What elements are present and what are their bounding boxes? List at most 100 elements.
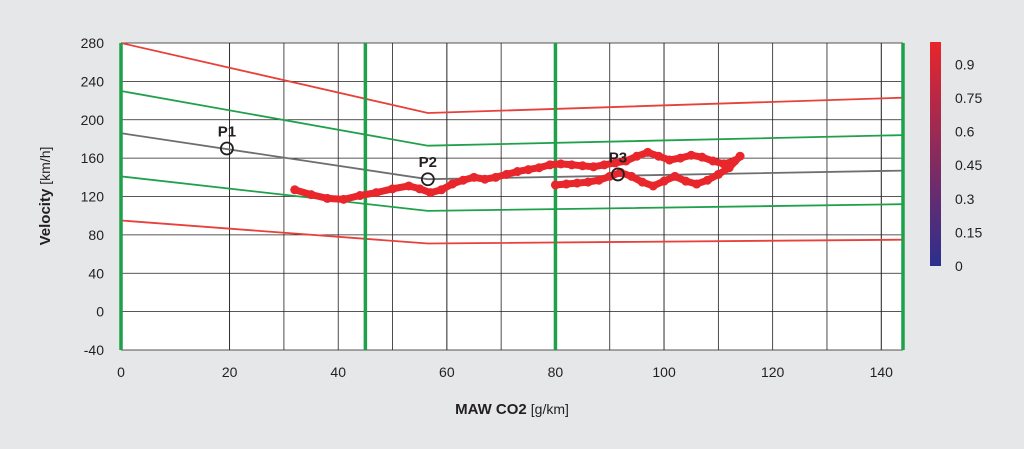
x-tick-label-140: 140 [870,364,894,380]
trace-point-11 [447,179,457,189]
y-tick-label-200: 200 [81,112,105,128]
trace-point-53 [572,178,582,188]
trace-point-26 [610,158,620,168]
trace-point-48 [626,171,636,181]
trace-point-2 [322,193,332,203]
trace-point-1 [306,190,316,200]
x-tick-label-0: 0 [117,364,125,380]
trace-point-30 [654,151,664,161]
trace-point-14 [480,174,490,184]
trace-point-47 [637,177,647,187]
x-tick-labels: 0 20 40 60 80 100 120 140 [117,364,893,380]
y-tick-label-0: 0 [96,304,104,320]
colorbar-tick-label-4: 0.6 [955,124,975,140]
trace-point-39 [724,163,734,173]
trace-point-19 [534,163,544,173]
trace-point-3 [339,194,349,204]
trace-point-40 [713,169,723,179]
colorbar-tick-label-2: 0.3 [955,191,975,207]
x-tick-label-120: 120 [761,364,785,380]
trace-point-25 [599,160,609,170]
trace-point-17 [512,167,522,177]
trace-point-52 [583,177,593,187]
velocity-bands [120,42,904,245]
colorbar-tick-label-3: 0.45 [955,157,982,173]
trace-point-51 [594,175,604,185]
colorbar-tick-label-5: 0.75 [955,90,982,106]
trace-point-27 [621,156,631,166]
point-label-p3: P3 [609,149,627,166]
trace-point-4 [355,191,365,201]
y-tick-label-280: 280 [81,35,105,51]
x-tick-label-100: 100 [652,364,676,380]
trace-point-33 [686,150,696,160]
measurement-trace [290,147,745,204]
point-marker-p2 [420,172,435,187]
trace-point-8 [415,184,425,194]
x-tick-label-20: 20 [222,364,238,380]
trace-point-16 [502,169,512,179]
colorbar [930,42,941,266]
series-line-outer-lower [120,219,904,245]
trace-point-35 [708,156,718,166]
trace-point-45 [659,176,669,186]
trace-point-44 [670,171,680,181]
trace-point-22 [567,160,577,170]
y-tick-label-160: 160 [81,150,105,166]
x-tick-label-60: 60 [439,364,455,380]
trace-point-46 [648,181,658,191]
y-tick-label-40: 40 [88,265,104,281]
trace-point-31 [664,155,674,165]
trace-point-5 [371,188,381,198]
y-tick-label--40: -40 [84,342,104,358]
point-label-p2: P2 [419,154,437,171]
trace-point-28 [632,151,642,161]
series-line-inner-upper [120,90,904,147]
trace-point-0 [290,185,300,195]
point-marker-p3 [610,167,625,182]
trace-point-24 [588,162,598,172]
trace-point-21 [556,159,566,169]
trace-point-7 [404,181,414,191]
y-tick-label-80: 80 [88,227,104,243]
y-axis-unit: [km/h] [37,147,53,185]
colorbar-tick-labels: 0 0.15 0.3 0.45 0.6 0.75 0.9 [955,56,982,274]
trace-point-20 [545,160,555,170]
trace-point-32 [675,153,685,163]
y-axis-label: Velocity [37,188,54,245]
point-marker-p1 [219,141,234,156]
trace-point-29 [643,147,653,157]
series-line-inner-lower [120,175,904,212]
colorbar-tick-label-6: 0.9 [955,56,975,72]
x-axis-title: MAW CO2 [g/km] [455,401,569,418]
x-axis-unit: [g/km] [531,401,569,417]
trace-point-41 [703,175,712,185]
colorbar-tick-label-0: 0 [955,258,963,274]
series-line-outer-upper [120,42,904,114]
trace-point-42 [692,179,702,189]
x-tick-label-80: 80 [548,364,564,380]
trace-point-15 [491,172,501,182]
y-tick-labels: -40 0 40 80 120 160 200 240 280 [81,35,105,358]
trace-point-9 [426,188,436,198]
y-tick-label-240: 240 [81,73,105,89]
series-line-center [120,132,904,181]
point-label-p1: P1 [218,124,236,141]
trace-point-38 [735,151,745,161]
trace-point-55 [550,180,560,190]
trace-point-10 [436,185,446,195]
x-axis-label: MAW CO2 [455,401,527,418]
trace-point-6 [388,184,398,194]
trace-point-13 [469,172,479,182]
reference-points: P1 P2 P3 [218,124,627,187]
trace-point-34 [697,152,707,162]
x-tick-label-40: 40 [330,364,346,380]
trace-point-43 [681,176,691,186]
trace-point-12 [458,175,468,185]
y-axis-title: Velocity [km/h] [37,147,54,246]
trace-point-54 [561,179,571,189]
y-tick-label-120: 120 [81,189,105,205]
trace-point-23 [578,161,588,171]
